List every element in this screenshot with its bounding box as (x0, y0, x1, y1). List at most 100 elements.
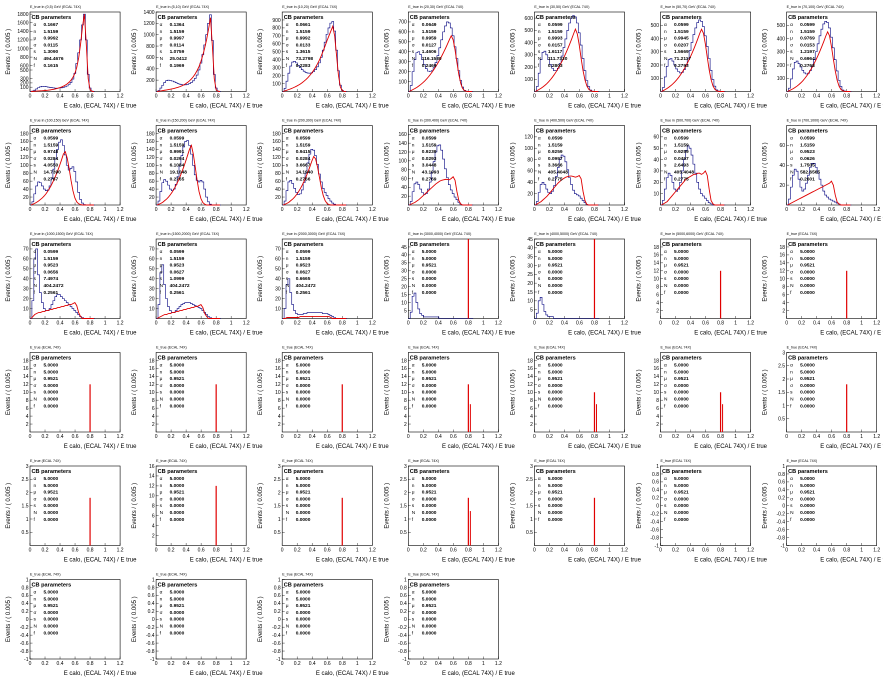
fit-param-name: α (538, 250, 541, 255)
fit-param-name: α (664, 364, 667, 369)
y-tick-label: 10 (527, 299, 533, 305)
x-tick-label: 0.8 (591, 321, 598, 327)
plot-frame (786, 11, 877, 92)
x-tick-label: 0.2 (294, 661, 301, 667)
y-tick-label: -1 (402, 657, 407, 663)
legend-title: CB parameters (284, 469, 324, 475)
plot-frame (407, 11, 499, 92)
x-tick-label: 0.4 (435, 661, 442, 667)
histogram-panel: E_true in (300,400) GeV (ECAL 74X) 20 40 60… (384, 119, 515, 224)
y-axis-label: Events / ( 0.005 ) (763, 369, 769, 415)
fit-param-name: α (286, 364, 289, 369)
fit-param-name: σ (160, 384, 163, 389)
y-tick-label: 40 (23, 277, 29, 283)
y-tick-label: 1 (26, 517, 29, 523)
fit-param-value: 14.1940 (296, 170, 314, 176)
y-tick-label: 20 (780, 183, 786, 189)
y-tick-label: 10 (275, 390, 281, 396)
x-tick-label: 0 (29, 207, 32, 213)
y-tick-label: 30 (527, 263, 533, 269)
fit-param-value: 0.0157 (548, 42, 563, 48)
fit-param-name: s (664, 504, 667, 509)
fit-param-name: n (34, 143, 37, 148)
y-tick-label: -0.2 (776, 512, 785, 518)
y-tick-label: -1 (655, 543, 660, 549)
x-tick-label: 0.4 (687, 321, 694, 327)
y-tick-label: -0.6 (776, 527, 785, 533)
y-tick-label: 4 (530, 414, 533, 420)
fit-param-value: 43.1993 (422, 170, 440, 176)
x-tick-label: 1.2 (873, 94, 880, 100)
histogram-series (534, 15, 600, 92)
panel-title: E_true in (30,50) GeV (ECAL 74X) (534, 5, 589, 9)
y-tick-label: 12 (23, 382, 29, 388)
x-tick-label: 0.6 (828, 94, 835, 100)
x-tick-label: 1 (104, 548, 107, 554)
x-axis-label: E calo, (ECAL 74X) / E true (316, 671, 389, 677)
y-tick-label: 0 (152, 617, 155, 623)
fit-param-name: α (790, 364, 793, 369)
x-tick-label: 0 (281, 661, 284, 667)
fit-param-name: n (790, 30, 793, 35)
fit-param-name: f (664, 290, 666, 296)
y-tick-label: 0.4 (778, 488, 785, 494)
fit-param-name: n (790, 143, 793, 148)
y-axis-label: Events / ( 0.005 ) (132, 596, 138, 642)
fit-param-name: σ (286, 384, 289, 389)
fit-param-value: 0.2793 (674, 63, 689, 69)
y-tick-label: 30 (23, 286, 29, 292)
fit-param-name: σ (412, 611, 415, 616)
y-tick-label: 0.8 (274, 585, 281, 591)
y-tick-label: 2 (530, 422, 533, 428)
y-tick-label: 20 (527, 191, 533, 197)
x-tick-label: 0 (155, 321, 158, 327)
y-tick-label: 0.4 (652, 488, 659, 494)
y-tick-label: 1.5 (778, 390, 785, 396)
fit-param-value: 0.0000 (170, 630, 185, 636)
y-tick-label: 30 (275, 286, 281, 292)
fit-param-name: α (790, 477, 793, 482)
fit-param-value: 0.0000 (422, 624, 437, 630)
y-tick-label: 6 (656, 406, 659, 412)
x-tick-label: 0.6 (450, 94, 457, 100)
x-axis-label: E calo, (ECAL 74X) / E true (442, 217, 515, 223)
fit-param-value: 0.0000 (170, 503, 185, 509)
fit-param-value: 5.0000 (422, 483, 437, 489)
fit-param-name: σ (790, 43, 793, 48)
fit-param-value: 0.2769 (422, 176, 437, 182)
y-tick-label: 300 (651, 50, 660, 56)
x-tick-label: 0.4 (309, 548, 316, 554)
y-tick-label: 6 (656, 292, 659, 298)
x-tick-label: 0.8 (339, 548, 346, 554)
fit-param-value: 0.0000 (296, 496, 311, 502)
x-tick-label: 1.2 (495, 94, 502, 100)
fit-param-name: n (286, 370, 289, 375)
fit-param-name: α (160, 591, 163, 596)
x-tick-label: 1.2 (369, 207, 376, 213)
fit-param-name: N (286, 397, 290, 403)
fit-param-name: s (664, 277, 667, 282)
y-axis-label: Events / ( 0.005 ) (6, 369, 12, 415)
y-tick-label: 3 (278, 464, 281, 470)
y-axis-label: Events / ( 0.005 ) (510, 142, 516, 188)
fit-param-name: N (286, 624, 290, 630)
fit-param-value: 5.0000 (170, 596, 185, 602)
y-tick-label: 6 (404, 406, 407, 412)
y-tick-label: 140 (146, 147, 155, 153)
fit-param-value: 0.0000 (422, 610, 437, 616)
panel-title: E_true in (1500,2000) GeV (ECAL 74X) (156, 232, 219, 236)
fit-param-value: 0.9415 (296, 149, 311, 155)
fit-param-name: f (790, 290, 792, 296)
fit-param-value: 0.0000 (674, 283, 689, 289)
y-axis-label: Events / ( 0.005 ) (763, 142, 769, 188)
y-axis-label: Events / ( 0.005 ) (763, 256, 769, 302)
fit-param-value: 0.9523 (170, 263, 185, 269)
fit-param-name: s (664, 50, 667, 55)
fit-param-name: μ (664, 491, 667, 496)
x-tick-label: 0.4 (435, 207, 442, 213)
x-tick-label: 0.2 (42, 207, 49, 213)
plot-frame (155, 125, 247, 206)
fit-param-name: σ (664, 43, 667, 48)
plot-frame (281, 238, 373, 319)
